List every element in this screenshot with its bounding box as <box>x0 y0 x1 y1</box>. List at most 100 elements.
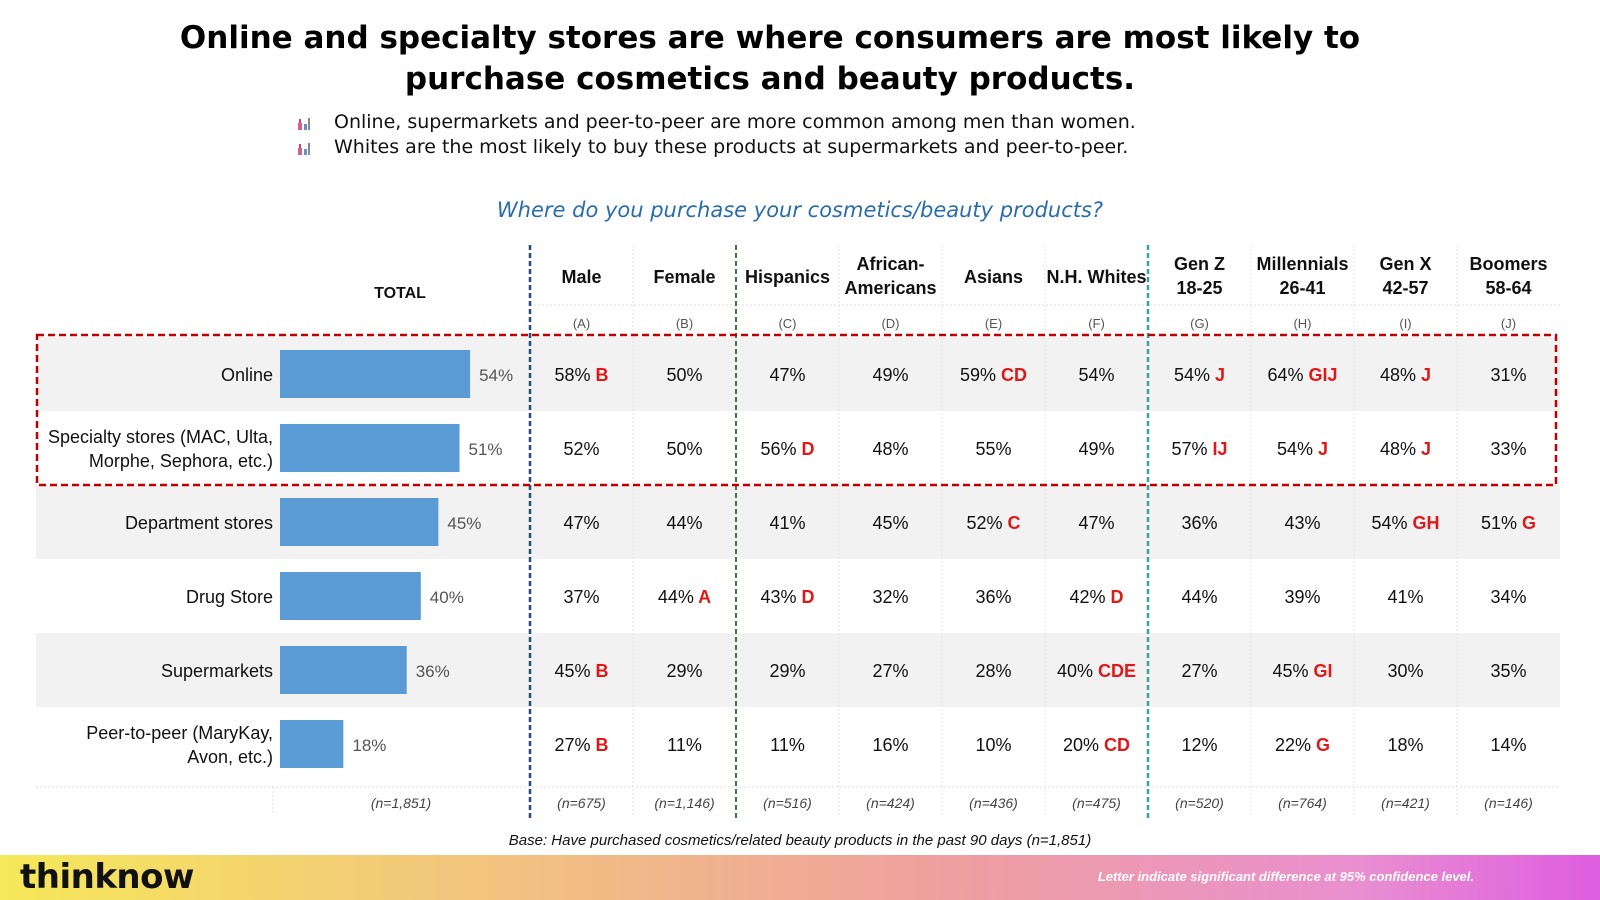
table-cell: 44% <box>1181 587 1217 607</box>
cell-value: 36% <box>1181 513 1217 533</box>
significance-letters: CD <box>1099 735 1130 755</box>
table-cell: 20% CD <box>1063 735 1130 755</box>
significance-letters: CDE <box>1093 661 1136 681</box>
cell-value: 45% <box>872 513 908 533</box>
cell-value: 35% <box>1490 661 1526 681</box>
row-label: Department stores <box>125 513 273 533</box>
cell-value: 52% <box>563 439 599 459</box>
table-cell: 37% <box>563 587 599 607</box>
significance-letters: D <box>797 439 815 459</box>
table-cell: 28% <box>975 661 1011 681</box>
column-base-n: (n=421) <box>1381 795 1430 811</box>
row-label: Avon, etc.) <box>187 747 273 767</box>
cell-value: 33% <box>1490 439 1526 459</box>
table-cell: 45% B <box>554 661 608 681</box>
row-label: Drug Store <box>186 587 273 607</box>
cell-value: 54% <box>1277 439 1313 459</box>
total-bar-label: 45% <box>447 514 481 533</box>
cell-value: 12% <box>1181 735 1217 755</box>
table-cell: 32% <box>872 587 908 607</box>
cell-value: 28% <box>975 661 1011 681</box>
table-cell: 47% <box>563 513 599 533</box>
cell-value: 55% <box>975 439 1011 459</box>
table-cell: 48% J <box>1380 365 1431 385</box>
cell-value: 47% <box>1078 513 1114 533</box>
table-cell: 55% <box>975 439 1011 459</box>
row-label: Specialty stores (MAC, Ulta, <box>48 427 273 447</box>
column-base-n: (n=1,146) <box>654 795 714 811</box>
column-letter: (G) <box>1190 316 1209 331</box>
table-cell: 41% <box>1387 587 1423 607</box>
column-header: African- <box>856 254 924 274</box>
cosmetics-icon <box>296 140 334 156</box>
cell-value: 59% <box>960 365 996 385</box>
column-base-n: (n=475) <box>1072 795 1121 811</box>
cell-value: 47% <box>563 513 599 533</box>
cell-value: 14% <box>1490 735 1526 755</box>
column-base-n: (n=675) <box>557 795 606 811</box>
total-bar <box>280 350 471 398</box>
cosmetics-icon <box>296 115 334 131</box>
significance-letters: G <box>1517 513 1536 533</box>
brand-logo: thinknow <box>20 857 194 897</box>
cell-value: 51% <box>1481 513 1517 533</box>
table-cell: 29% <box>666 661 702 681</box>
table-cell: 29% <box>769 661 805 681</box>
cell-value: 49% <box>1078 439 1114 459</box>
cell-value: 27% <box>1181 661 1217 681</box>
column-header: 18-25 <box>1176 278 1222 298</box>
table-cell: 47% <box>1078 513 1114 533</box>
column-header: Boomers <box>1469 254 1547 274</box>
table-cell: 44% <box>666 513 702 533</box>
column-header: Millennials <box>1256 254 1348 274</box>
table-cell: 11% <box>770 735 805 755</box>
cell-value: 52% <box>966 513 1002 533</box>
cell-value: 54% <box>1371 513 1407 533</box>
column-base-n: (n=516) <box>763 795 812 811</box>
bullet-text: Online, supermarkets and peer-to-peer ar… <box>334 111 1136 133</box>
significance-letters: B <box>591 735 609 755</box>
column-header: Male <box>561 267 601 287</box>
table-cell: 54% J <box>1277 439 1328 459</box>
total-base-n: (n=1,851) <box>371 795 431 811</box>
significance-letters: D <box>1106 587 1124 607</box>
column-letter: (H) <box>1293 316 1311 331</box>
table-cell: 36% <box>1181 513 1217 533</box>
table-cell: 58% B <box>554 365 608 385</box>
table-cell: 14% <box>1490 735 1526 755</box>
table-cell: 52% <box>563 439 599 459</box>
column-header: Americans <box>844 278 936 298</box>
page-title: Online and specialty stores are where co… <box>179 20 1361 97</box>
bullet-item: Online, supermarkets and peer-to-peer ar… <box>296 110 1136 135</box>
table-cell: 54% J <box>1174 365 1225 385</box>
cell-value: 32% <box>872 587 908 607</box>
significance-letters: B <box>591 661 609 681</box>
table-cell: 39% <box>1284 587 1320 607</box>
significance-letters: CD <box>996 365 1027 385</box>
cell-value: 27% <box>554 735 590 755</box>
table-cell: 41% <box>769 513 805 533</box>
table-cell: 50% <box>666 439 702 459</box>
row-label: Morphe, Sephora, etc.) <box>89 451 273 471</box>
cell-value: 43% <box>1284 513 1320 533</box>
total-bar-label: 40% <box>430 588 464 607</box>
cell-value: 39% <box>1284 587 1320 607</box>
total-bar <box>280 572 421 620</box>
table-cell: 11% <box>667 735 702 755</box>
significance-letters: GIJ <box>1304 365 1338 385</box>
table-cell: 40% CDE <box>1057 661 1136 681</box>
cell-value: 44% <box>1181 587 1217 607</box>
column-header: Hispanics <box>745 267 830 287</box>
cell-value: 16% <box>872 735 908 755</box>
column-letter: (J) <box>1501 316 1516 331</box>
column-header: 26-41 <box>1279 278 1325 298</box>
table-cell: 27% B <box>554 735 608 755</box>
table-cell: 42% D <box>1069 587 1123 607</box>
cell-value: 48% <box>872 439 908 459</box>
total-bar-label: 54% <box>479 366 513 385</box>
table-cell: 57% IJ <box>1171 439 1227 459</box>
column-base-n: (n=146) <box>1484 795 1533 811</box>
base-note: Base: Have purchased cosmetics/related b… <box>508 832 1092 849</box>
row-label: Supermarkets <box>161 661 273 681</box>
table-cell: 36% <box>975 587 1011 607</box>
